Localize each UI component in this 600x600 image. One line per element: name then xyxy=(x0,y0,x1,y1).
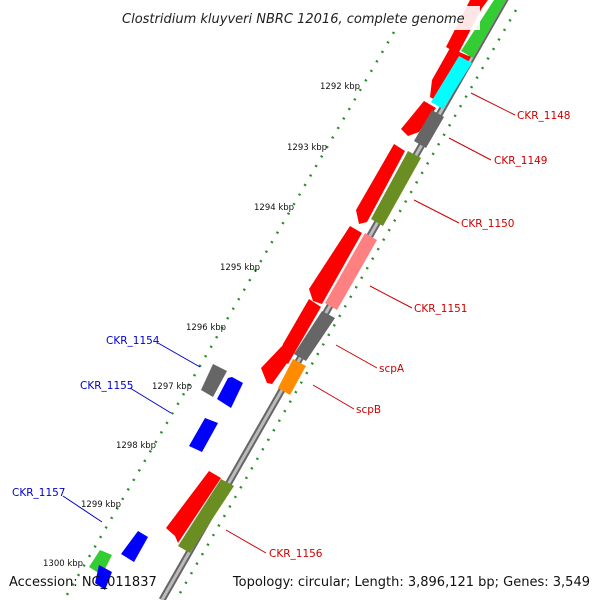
cds-feature[interactable] xyxy=(166,471,221,543)
gene-blue[interactable] xyxy=(189,418,218,452)
gene-label-ckr-1149[interactable]: CKR_1149 xyxy=(494,155,547,167)
leader-lines xyxy=(62,92,516,554)
gene-green[interactable] xyxy=(461,0,506,58)
cds-feature[interactable] xyxy=(280,299,321,364)
gene-grey[interactable] xyxy=(201,364,227,397)
leader-ckr-1149 xyxy=(448,137,492,161)
inner-tick-ring xyxy=(62,31,396,600)
feature-ring xyxy=(178,0,506,553)
leader-ckr-1154 xyxy=(157,342,201,368)
gene-label-ckr-1154[interactable]: CKR_1154 xyxy=(106,335,160,347)
gene-label-ckr-1151[interactable]: CKR_1151 xyxy=(414,303,467,315)
gene-label-ckr-1148[interactable]: CKR_1148 xyxy=(517,110,570,122)
gene-grey[interactable] xyxy=(414,110,444,148)
tick-label: 1297 kbp xyxy=(152,382,192,392)
gene-cyan[interactable] xyxy=(431,56,472,109)
forward-gene-labels: CKR_1148 CKR_1149 CKR_1150 CKR_1151 scpA… xyxy=(269,110,570,560)
gene-olive[interactable] xyxy=(371,151,421,226)
cds-feature[interactable] xyxy=(309,226,362,304)
tick-label: 1294 kbp xyxy=(254,203,294,213)
tick-label: 1296 kbp xyxy=(186,323,226,333)
leader-ckr-1150 xyxy=(413,199,460,224)
gene-blue[interactable] xyxy=(95,565,112,590)
gene-label-ckr-1155[interactable]: CKR_1155 xyxy=(80,380,133,392)
leader-scpb xyxy=(312,384,355,410)
tick-label: 1292 kbp xyxy=(320,82,360,92)
gene-blue[interactable] xyxy=(121,531,148,562)
leader-scpa xyxy=(335,344,378,369)
leader-ckr-1155 xyxy=(129,387,172,414)
tick-label: 1299 kbp xyxy=(81,500,121,510)
leader-ckr-1151 xyxy=(369,285,413,309)
title-backing xyxy=(118,6,480,30)
cds-feature[interactable] xyxy=(401,101,436,136)
gene-pink[interactable] xyxy=(325,233,377,310)
tick-label: 1293 kbp xyxy=(287,143,327,153)
tick-labels: 1292 kbp 1293 kbp 1294 kbp 1295 kbp 1296… xyxy=(43,82,360,569)
reverse-gene-labels: CKR_1154 CKR_1155 CKR_1157 xyxy=(12,335,160,499)
gene-label-ckr-1156[interactable]: CKR_1156 xyxy=(269,548,323,560)
tick-label: 1298 kbp xyxy=(116,441,156,451)
cds-feature[interactable] xyxy=(261,345,295,384)
gene-label-scpb[interactable]: scpB xyxy=(356,404,381,416)
gene-label-scpa[interactable]: scpA xyxy=(379,363,405,375)
gene-label-ckr-1150[interactable]: CKR_1150 xyxy=(461,218,514,230)
accession-text: Accession: NC_011837 xyxy=(9,575,157,590)
reverse-strand xyxy=(89,364,243,590)
tick-label: 1295 kbp xyxy=(220,263,260,273)
gene-grey[interactable] xyxy=(294,311,335,361)
gene-green[interactable] xyxy=(89,550,112,575)
map-title: Clostridium kluyveri NBRC 12016, complet… xyxy=(122,12,465,27)
leader-ckr-1156 xyxy=(225,529,267,554)
gene-orange[interactable] xyxy=(278,359,306,395)
gene-olive[interactable] xyxy=(178,479,234,553)
leader-ckr-1148 xyxy=(470,92,516,116)
cds-feature[interactable] xyxy=(356,144,405,224)
tick-label: 1300 kbp xyxy=(43,559,83,569)
genome-summary-text: Topology: circular; Length: 3,896,121 bp… xyxy=(232,575,590,590)
gene-label-ckr-1157[interactable]: CKR_1157 xyxy=(12,487,65,499)
leader-ckr-1157 xyxy=(62,495,103,523)
gene-blue[interactable] xyxy=(217,377,243,408)
